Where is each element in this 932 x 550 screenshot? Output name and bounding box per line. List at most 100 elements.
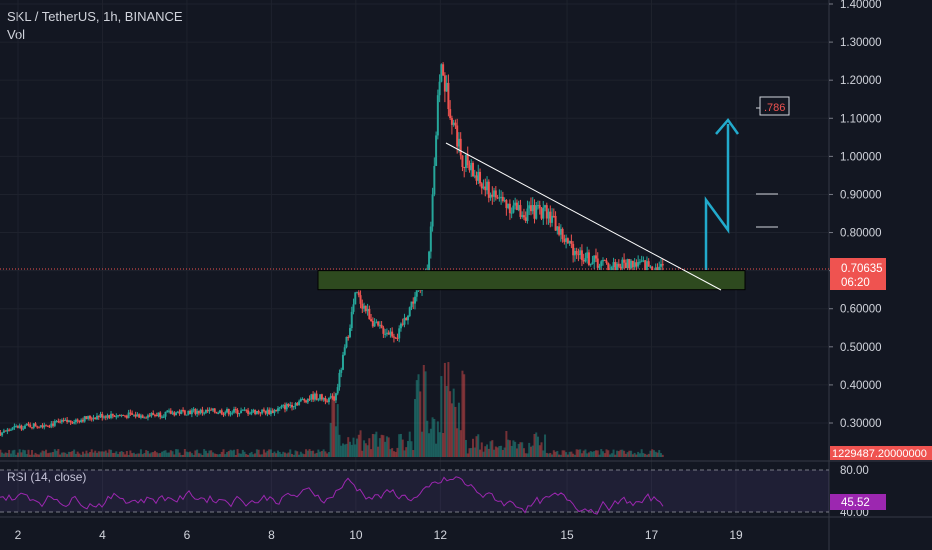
candle-body: [262, 409, 265, 412]
volume-bar: [531, 445, 534, 457]
rsi-value-tag: [830, 494, 886, 510]
candle-body: [94, 417, 97, 420]
volume-bar: [363, 440, 366, 457]
volume-bar: [607, 450, 610, 457]
candle-body: [554, 215, 557, 231]
candle-body: [280, 406, 283, 408]
candle-body: [656, 267, 659, 273]
candle-body: [552, 215, 555, 217]
candle-body: [74, 419, 77, 423]
volume-bar: [547, 453, 550, 457]
volume-bar: [384, 441, 387, 457]
volume-bar: [66, 454, 69, 457]
volume-bar: [519, 442, 522, 457]
candle-body: [71, 422, 74, 424]
candle-body: [255, 411, 258, 414]
volume-bar: [283, 452, 286, 457]
candle-body: [575, 250, 578, 255]
candle-body: [20, 425, 23, 430]
candle-body: [76, 419, 79, 421]
candle-body: [659, 263, 662, 267]
volume-bar: [303, 454, 306, 457]
candle-body: [285, 403, 288, 410]
volume-bar: [59, 454, 62, 457]
candle-body: [180, 409, 183, 414]
volume-bar: [313, 453, 316, 457]
volume-bar: [470, 448, 473, 457]
candle-body: [189, 410, 192, 415]
candle-body: [83, 416, 86, 422]
volume-bar: [76, 451, 79, 457]
symbol-title[interactable]: SKL / TetherUS, 1h, BINANCE: [7, 9, 183, 24]
volume-bar: [593, 451, 596, 457]
candle-body: [148, 415, 151, 417]
volume-bar: [510, 445, 513, 457]
volume-bar: [357, 434, 360, 457]
volume-bar: [298, 454, 301, 457]
volume-bar: [234, 454, 237, 457]
volume-bar: [501, 449, 504, 457]
volume-bar: [317, 449, 320, 457]
candle-body: [73, 422, 76, 424]
candle-body: [313, 393, 316, 400]
volume-bar: [166, 452, 169, 457]
volume-bar: [331, 395, 334, 457]
candle-body: [245, 409, 248, 411]
volume-bar: [561, 450, 564, 457]
volume-bar: [638, 453, 641, 457]
candle-body: [261, 409, 264, 414]
volume-bar: [540, 442, 543, 457]
rsi-indicator-label[interactable]: RSI (14, close): [7, 470, 86, 484]
candle-body: [398, 328, 401, 339]
volume-bar: [349, 441, 352, 457]
candle-body: [617, 263, 620, 267]
volume-bar: [139, 449, 142, 457]
candle-body: [90, 418, 93, 420]
candle-body: [435, 135, 438, 166]
volume-bar: [27, 449, 30, 457]
volume-bar: [124, 454, 127, 457]
candle-body: [157, 412, 160, 417]
candle-body: [538, 205, 541, 209]
candle-body: [131, 413, 134, 415]
candle-body: [127, 412, 130, 418]
volume-bar: [535, 432, 538, 457]
support-zone-rect: [317, 270, 746, 291]
candle-body: [199, 409, 202, 414]
candle-body: [486, 181, 489, 191]
candle-body: [336, 387, 339, 394]
candle-body: [226, 408, 229, 413]
volume-bar: [573, 454, 576, 457]
volume-bar: [110, 449, 113, 457]
volume-bar: [559, 454, 562, 457]
candle-body: [39, 425, 42, 427]
candle-body: [233, 409, 236, 413]
volume-bar: [23, 450, 26, 457]
candle-body: [470, 162, 473, 171]
volume-bar: [456, 428, 459, 457]
volume-bar: [315, 452, 318, 457]
volume-bar: [471, 438, 474, 457]
volume-bar: [248, 453, 251, 457]
candle-body: [568, 240, 571, 244]
time-tick-label: 6: [184, 528, 191, 542]
volume-bar: [551, 454, 554, 457]
candle-body: [59, 421, 62, 423]
candle-body: [138, 414, 141, 418]
candle-body: [479, 171, 482, 184]
volume-bar: [517, 443, 520, 457]
candle-body: [559, 228, 562, 235]
candle-body: [607, 263, 610, 272]
volume-bar: [85, 450, 88, 457]
volume-indicator-label[interactable]: Vol: [7, 27, 26, 42]
volume-bar: [656, 452, 659, 457]
candle-body: [118, 415, 121, 417]
candle-body: [628, 258, 631, 269]
volume-bar: [210, 450, 213, 457]
volume-bar: [563, 450, 566, 457]
volume-bar: [566, 454, 569, 457]
candle-body: [558, 226, 561, 235]
volume-bar: [136, 453, 139, 457]
candle-body: [547, 211, 550, 219]
